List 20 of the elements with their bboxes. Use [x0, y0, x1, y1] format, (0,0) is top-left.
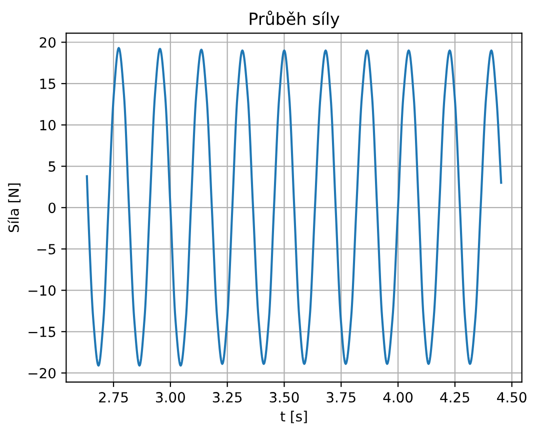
x-tick-label: 3.25 — [212, 392, 242, 403]
y-tick-label: 5 — [48, 161, 56, 172]
x-tick-label: 4.25 — [440, 392, 470, 403]
x-tick-label: 4.50 — [497, 392, 526, 403]
x-tick-label: 3.00 — [156, 392, 185, 403]
x-tick-label: 3.50 — [270, 392, 299, 403]
y-axis-title: Síla [N] — [8, 183, 21, 232]
y-tick-label: 15 — [40, 78, 56, 90]
x-tick-label: 4.00 — [383, 392, 413, 403]
x-tick-label: 2.75 — [99, 392, 128, 403]
y-tick-label: −15 — [28, 326, 56, 338]
chart-title: Průběh síly — [250, 10, 340, 28]
y-tick-label: −20 — [28, 368, 56, 378]
y-tick-label: 20 — [40, 37, 56, 48]
y-tick-label: −5 — [37, 244, 56, 254]
x-axis-title: t [s] — [280, 410, 307, 424]
y-tick-label: 0 — [48, 202, 56, 214]
y-tick-label: 10 — [40, 120, 56, 130]
x-tick-label: 3.75 — [326, 392, 356, 403]
y-tick-label: −10 — [28, 285, 56, 296]
